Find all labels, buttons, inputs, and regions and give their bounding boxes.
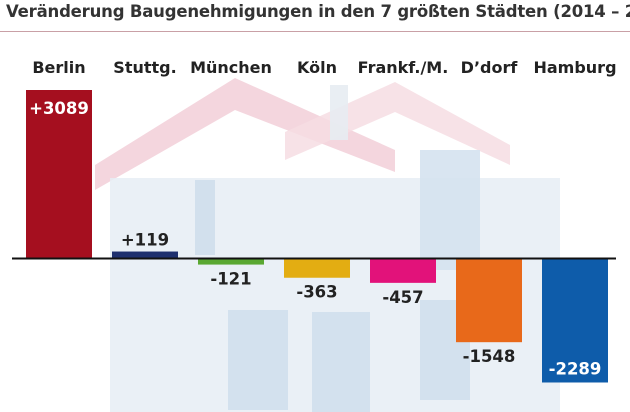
bar-frankf-m	[370, 258, 436, 283]
category-label: Berlin	[32, 58, 85, 77]
bar-koln	[284, 258, 350, 278]
value-label: +119	[121, 231, 169, 250]
value-label: -121	[210, 270, 251, 289]
value-label: -1548	[463, 347, 516, 366]
value-label: +3089	[29, 99, 89, 118]
category-label: Hamburg	[533, 58, 616, 77]
category-label: München	[190, 58, 272, 77]
labels-layer: Berlin +3089 Stuttg. +119 München -121 Köln -36…	[29, 58, 616, 378]
value-label: -457	[382, 288, 423, 307]
bar-munchen	[198, 258, 264, 265]
value-label: -2289	[549, 359, 602, 378]
bars-layer	[26, 90, 608, 383]
category-label: D’dorf	[461, 58, 519, 77]
category-label: Frankf./M.	[358, 58, 449, 77]
bar-berlin	[26, 90, 92, 258]
value-label: -363	[296, 283, 337, 302]
bar-hamburg	[542, 258, 608, 383]
bar-stuttg	[112, 251, 178, 258]
bar-d-dorf	[456, 258, 522, 343]
category-label: Köln	[297, 58, 337, 77]
title-divider	[0, 31, 630, 32]
category-label: Stuttg.	[113, 58, 176, 77]
chart-title: Veränderung Baugenehmigungen in den 7 gr…	[6, 2, 630, 21]
